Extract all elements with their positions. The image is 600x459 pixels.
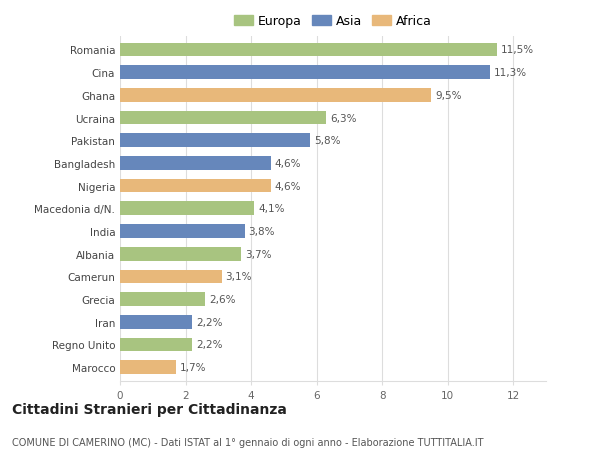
Bar — [120, 270, 221, 284]
Text: 3,8%: 3,8% — [248, 226, 275, 236]
Text: 4,6%: 4,6% — [275, 158, 301, 168]
Bar — [120, 315, 192, 329]
Text: 3,7%: 3,7% — [245, 249, 272, 259]
Text: Cittadini Stranieri per Cittadinanza: Cittadini Stranieri per Cittadinanza — [12, 402, 287, 416]
Text: 4,1%: 4,1% — [258, 204, 285, 214]
Text: 5,8%: 5,8% — [314, 136, 340, 146]
Text: 2,2%: 2,2% — [196, 340, 223, 350]
Bar — [120, 225, 245, 238]
Legend: Europa, Asia, Africa: Europa, Asia, Africa — [235, 16, 431, 28]
Text: 2,6%: 2,6% — [209, 294, 236, 304]
Bar — [120, 157, 271, 170]
Text: COMUNE DI CAMERINO (MC) - Dati ISTAT al 1° gennaio di ogni anno - Elaborazione T: COMUNE DI CAMERINO (MC) - Dati ISTAT al … — [12, 437, 484, 447]
Text: 11,5%: 11,5% — [501, 45, 534, 55]
Bar — [120, 66, 490, 80]
Bar — [120, 202, 254, 216]
Bar — [120, 134, 310, 148]
Bar — [120, 112, 326, 125]
Text: 3,1%: 3,1% — [226, 272, 252, 282]
Bar — [120, 179, 271, 193]
Text: 2,2%: 2,2% — [196, 317, 223, 327]
Bar — [120, 361, 176, 374]
Text: 1,7%: 1,7% — [179, 363, 206, 372]
Bar — [120, 89, 431, 102]
Text: 4,6%: 4,6% — [275, 181, 301, 191]
Bar — [120, 293, 205, 306]
Bar — [120, 338, 192, 352]
Text: 6,3%: 6,3% — [331, 113, 357, 123]
Bar — [120, 247, 241, 261]
Text: 9,5%: 9,5% — [435, 90, 462, 101]
Bar — [120, 44, 497, 57]
Text: 11,3%: 11,3% — [494, 68, 527, 78]
